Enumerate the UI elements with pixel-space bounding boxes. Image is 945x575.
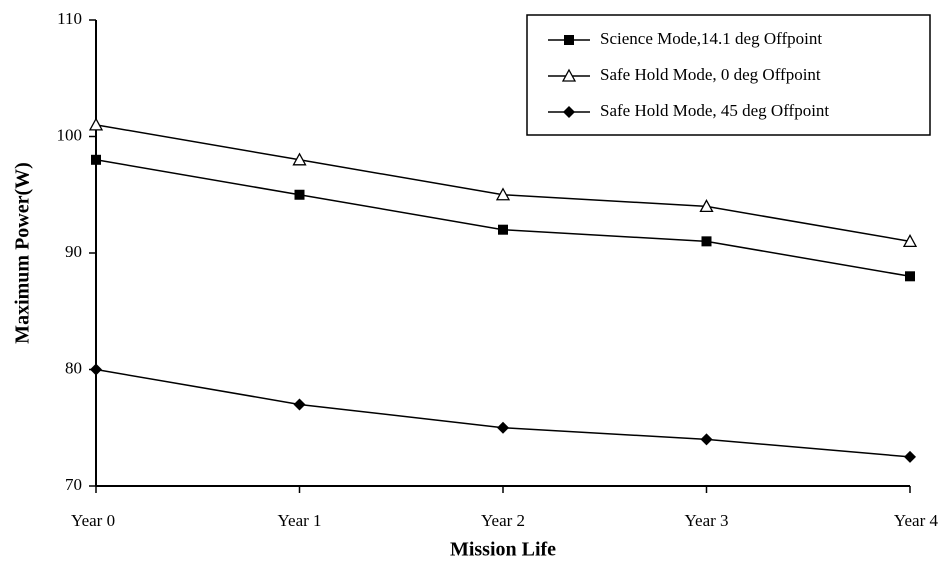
x-tick-label: Year 2 [481,511,525,530]
marker [90,363,102,376]
y-axis-label: Maximum Power(W) [12,162,34,344]
marker [700,433,713,446]
series-line [95,124,911,243]
marker [495,187,511,201]
marker [561,68,577,82]
x-tick-label: Year 0 [71,511,115,530]
marker [294,189,305,200]
marker [699,199,714,213]
x-axis-label: Mission Life [450,539,556,561]
marker [563,106,575,118]
series-line [95,159,911,278]
marker [498,224,508,235]
marker [497,421,509,434]
x-tick-label: Year 1 [277,511,321,530]
marker [902,233,918,247]
y-tick-label: 110 [57,9,82,28]
y-tick-label: 100 [57,125,83,144]
x-tick-label: Year 4 [894,511,939,530]
y-tick-label: 80 [65,358,82,377]
marker [904,450,916,463]
marker [88,117,104,131]
marker [91,154,101,165]
marker [292,152,307,166]
marker [701,236,712,247]
legend-label: Science Mode,14.1 deg Offpoint [600,29,822,48]
x-tick-label: Year 3 [684,511,728,530]
marker [293,398,306,411]
legend-box [526,14,931,136]
marker [905,271,915,282]
y-tick-label: 70 [65,475,82,494]
marker [564,35,574,45]
legend-label: Safe Hold Mode, 45 deg Offpoint [600,101,829,120]
legend-label: Safe Hold Mode, 0 deg Offpoint [600,65,821,84]
series-line [95,368,911,458]
y-tick-label: 90 [65,242,82,261]
